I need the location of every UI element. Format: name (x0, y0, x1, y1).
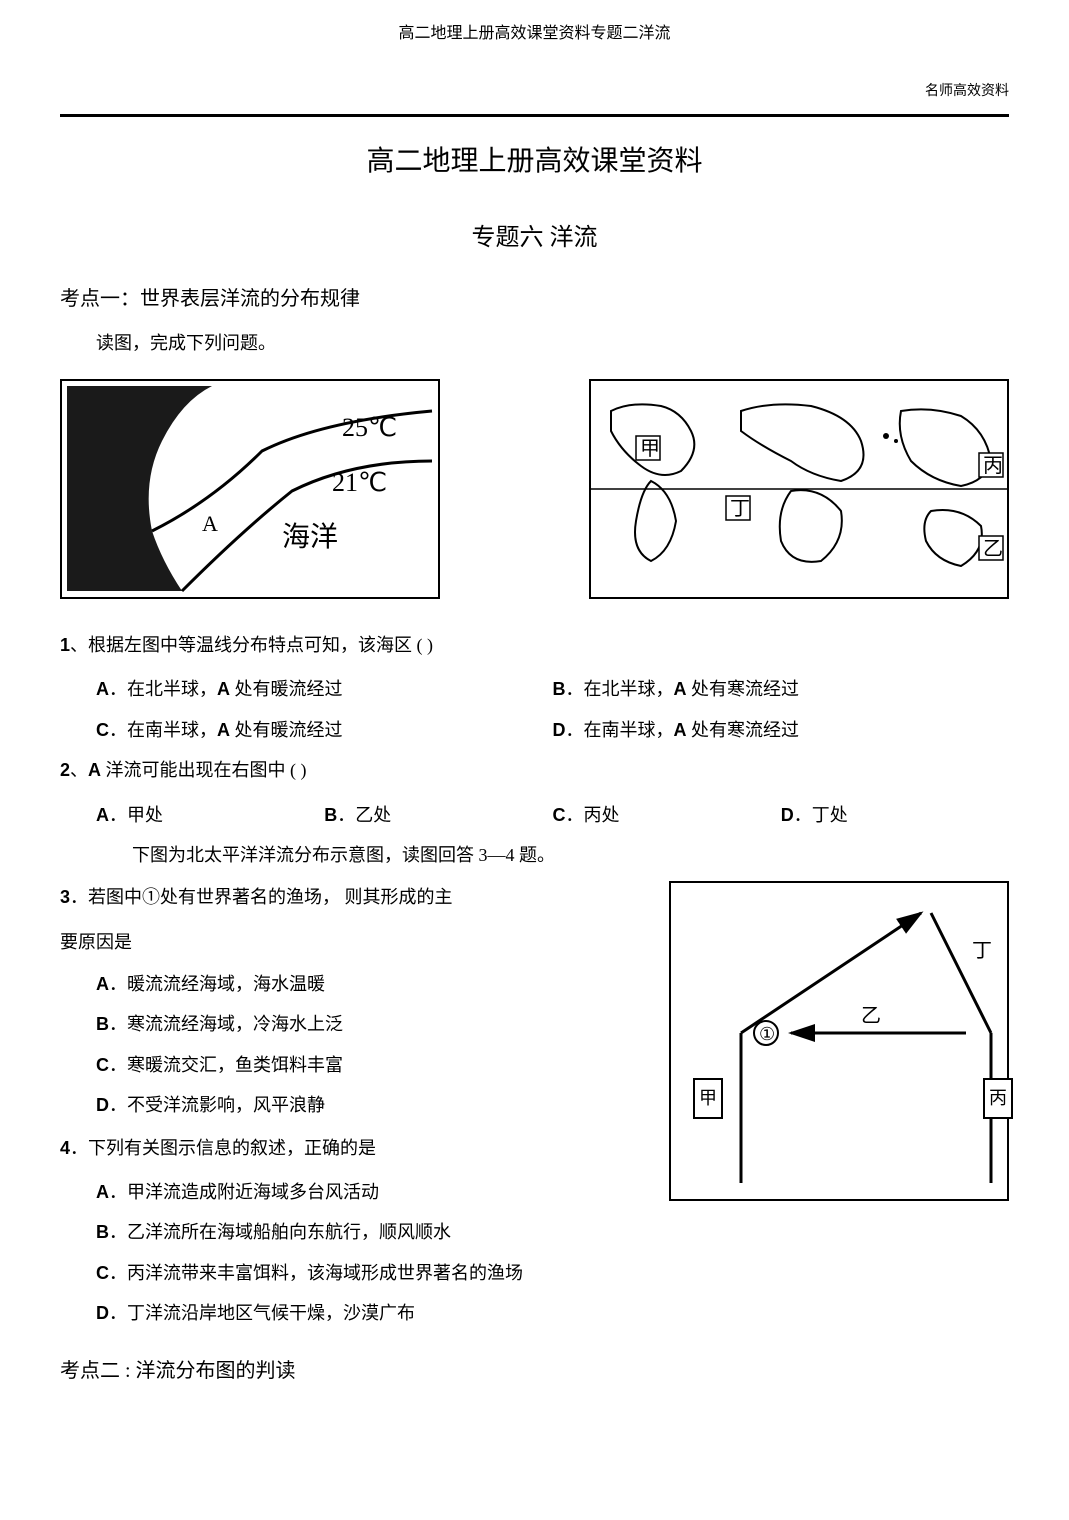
q3-option-c: C．寒暖流交汇，鱼类饵料丰富 (96, 1049, 649, 1081)
question-2: 2、A 洋流可能出现在右图中 ( ) (60, 754, 1009, 786)
kaodian-2-title: 考点二 : 洋流分布图的判读 (60, 1353, 1009, 1389)
question-4: 4．下列有关图示信息的叙述，正确的是 (60, 1132, 649, 1164)
q4-number: 4 (60, 1138, 70, 1158)
q34-left-content: 3．若图中①处有世界著名的渔场， 则其形成的主 要原因是 A．暖流流经海域，海水… (60, 881, 649, 1337)
figures-row: A 25℃ 21℃ 海洋 甲 丁 丙 乙 (60, 379, 1009, 599)
main-title: 高二地理上册高效课堂资料 (60, 137, 1009, 187)
document-header: 高二地理上册高效课堂资料专题二洋流 (60, 20, 1009, 49)
q1-number: 1 (60, 635, 70, 655)
q3-text2: 要原因是 (60, 926, 649, 958)
isotherm-svg: A 25℃ 21℃ 海洋 (62, 381, 438, 597)
q2-option-a: A．甲处 (96, 799, 324, 831)
q34-container: 3．若图中①处有世界著名的渔场， 则其形成的主 要原因是 A．暖流流经海域，海水… (60, 881, 1009, 1337)
q1-paren: ( ) (412, 635, 433, 655)
q2-option-d: D．丁处 (781, 799, 1009, 831)
q1-options-ab: A．在北半球，A 处有暖流经过 B．在北半球，A 处有寒流经过 (96, 673, 1009, 705)
svg-text:海洋: 海洋 (282, 521, 338, 553)
q4-text: ．下列有关图示信息的叙述，正确的是 (70, 1138, 376, 1158)
q3-option-a: A．暖流流经海域，海水温暖 (96, 968, 649, 1000)
context-q34: 下图为北太平洋洋流分布示意图，读图回答 3—4 题。 (132, 839, 1009, 871)
worldmap-svg: 甲 丁 丙 乙 (591, 381, 1007, 597)
q3-text: ．若图中①处有世界著名的渔场， 则其形成的主 (70, 887, 453, 907)
svg-text:21℃: 21℃ (332, 468, 387, 497)
svg-text:甲: 甲 (640, 438, 660, 460)
sub-title: 专题六 洋流 (60, 217, 1009, 260)
q4-option-d: D．丁洋流沿岸地区气候干燥，沙漠广布 (96, 1297, 649, 1329)
q3-option-b: B．寒流流经海域，冷海水上泛 (96, 1008, 649, 1040)
svg-text:丁: 丁 (730, 498, 750, 520)
q2-option-c: C．丙处 (553, 799, 781, 831)
q1-option-a: A．在北半球，A 处有暖流经过 (96, 673, 553, 705)
q4-option-b: B．乙洋流所在海域船舶向东航行，顺风顺水 (96, 1216, 649, 1248)
q2-options: A．甲处 B．乙处 C．丙处 D．丁处 (96, 799, 1009, 831)
svg-text:①: ① (759, 1024, 775, 1044)
q3-number: 3 (60, 887, 70, 907)
figure-q34-diagram: ① 丁 乙 甲 丙 (669, 881, 1009, 1201)
question-1: 1、根据左图中等温线分布特点可知，该海区 ( ) (60, 629, 1009, 661)
q3-option-d: D．不受洋流影响，风平浪静 (96, 1089, 649, 1121)
q1-options-cd: C．在南半球，A 处有暖流经过 D．在南半球，A 处有寒流经过 (96, 714, 1009, 746)
brand-label: 名师高效资料 (60, 79, 1009, 104)
kaodian-1-instruction: 读图，完成下列问题。 (60, 327, 1009, 359)
svg-text:乙: 乙 (983, 538, 1003, 560)
diagram-label-jia: 甲 (693, 1078, 723, 1118)
q2-text: 、 (70, 760, 88, 780)
q1-option-d: D．在南半球，A 处有寒流经过 (553, 714, 1010, 746)
diagram-label-yi: 乙 (861, 998, 881, 1034)
svg-text:丙: 丙 (983, 455, 1003, 477)
figure-right-worldmap: 甲 丁 丙 乙 (589, 379, 1009, 599)
svg-text:25℃: 25℃ (342, 413, 397, 442)
diagram-label-ding: 丁 (972, 933, 992, 969)
svg-text:A: A (202, 511, 218, 536)
pacific-current-svg: ① (671, 883, 1007, 1199)
diagram-label-bing: 丙 (983, 1078, 1013, 1118)
q2-option-b: B．乙处 (324, 799, 552, 831)
q2-number: 2 (60, 760, 70, 780)
kaodian-1-title: 考点一：世界表层洋流的分布规律 (60, 281, 1009, 317)
q4-option-a: A．甲洋流造成附近海域多台风活动 (96, 1176, 649, 1208)
q2-paren: ( ) (286, 760, 307, 780)
header-divider (60, 114, 1009, 117)
q4-option-c: C．丙洋流带来丰富饵料，该海域形成世界著名的渔场 (96, 1257, 649, 1289)
question-3: 3．若图中①处有世界著名的渔场， 则其形成的主 (60, 881, 649, 913)
q1-text: 、根据左图中等温线分布特点可知，该海区 (70, 635, 412, 655)
q1-option-b: B．在北半球，A 处有寒流经过 (553, 673, 1010, 705)
q1-option-c: C．在南半球，A 处有暖流经过 (96, 714, 553, 746)
q2-text2: 洋流可能出现在右图中 (101, 760, 286, 780)
figure-left-isotherm: A 25℃ 21℃ 海洋 (60, 379, 440, 599)
